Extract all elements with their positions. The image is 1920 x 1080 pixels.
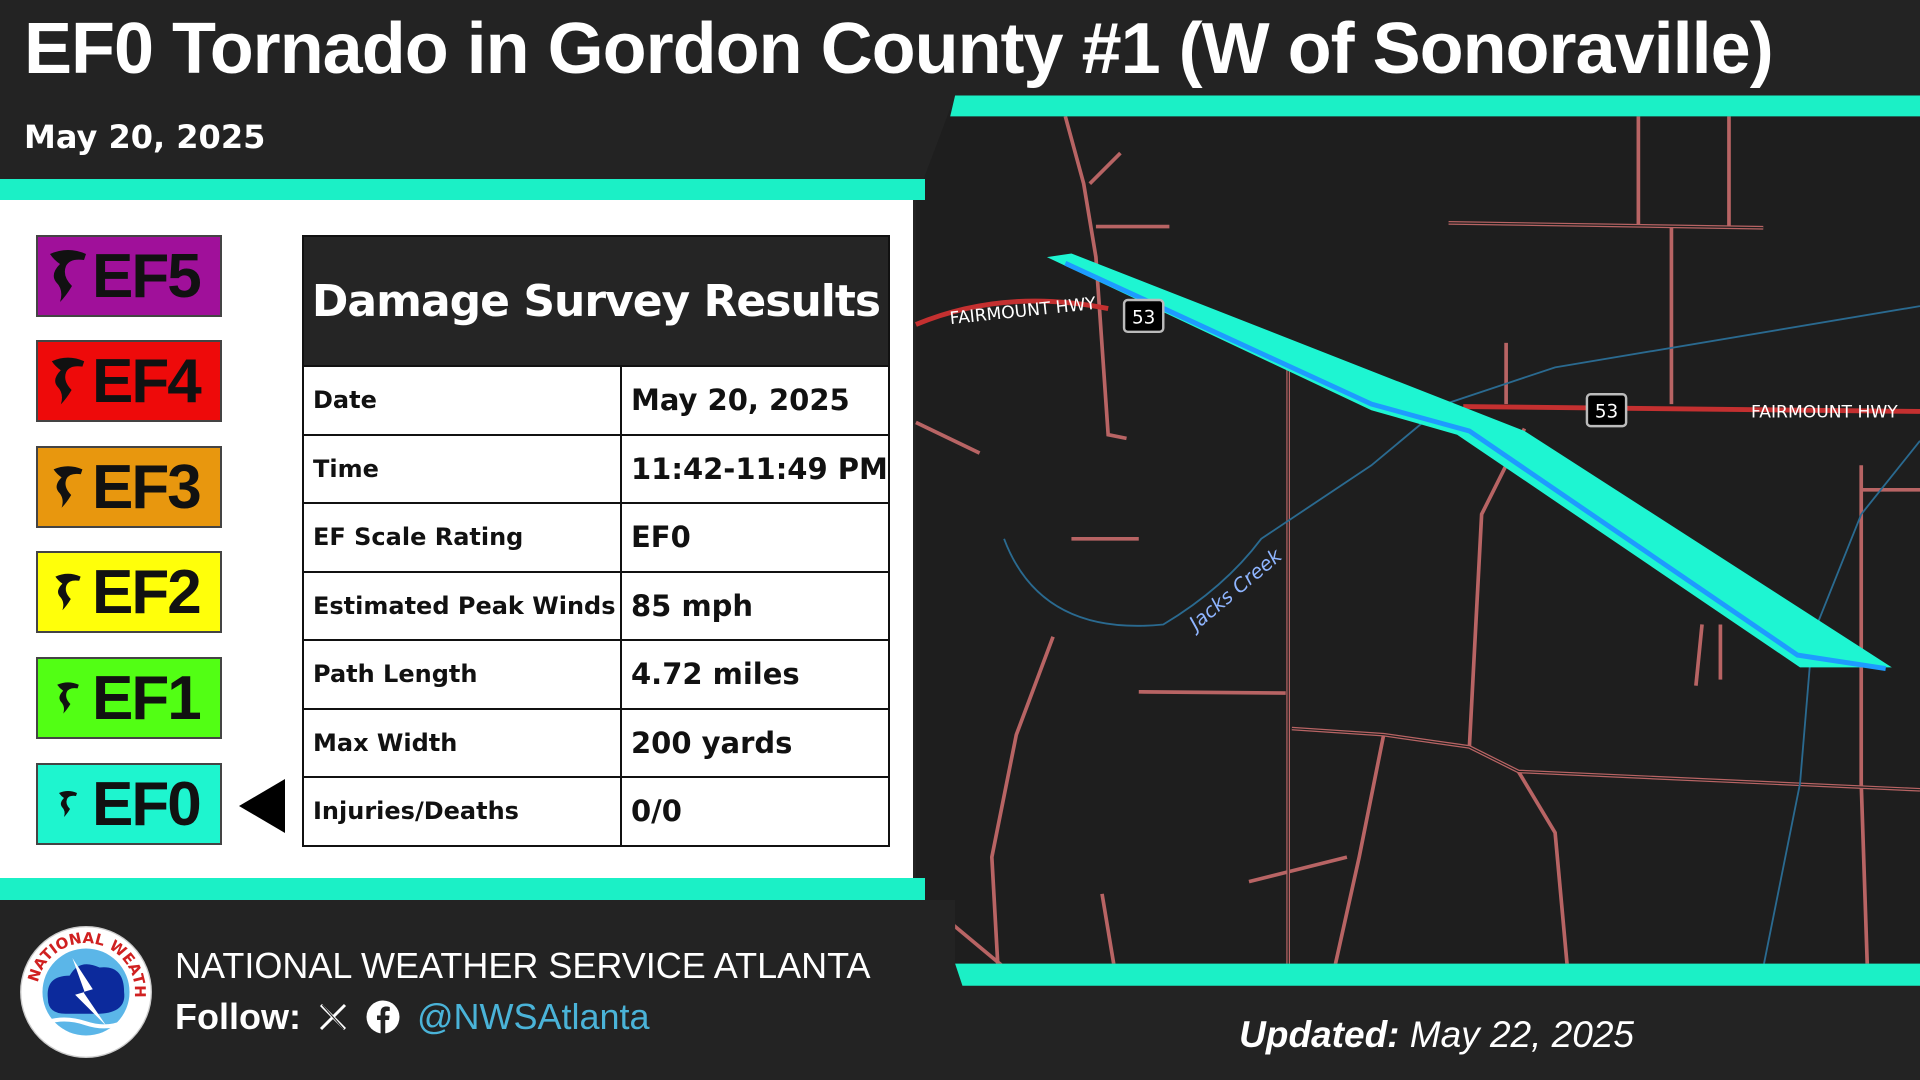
ef-label: EF4 xyxy=(92,346,202,416)
row-label: Max Width xyxy=(302,707,622,778)
event-date: May 20, 2025 xyxy=(24,118,266,156)
row-value: EF0 xyxy=(620,502,890,573)
row-value: 4.72 miles xyxy=(620,639,890,710)
facebook-icon[interactable] xyxy=(365,999,401,1035)
nws-logo: NATIONAL WEATHER SERVICE xyxy=(18,924,152,1058)
follow-label: Follow: xyxy=(175,996,301,1037)
row-label: EF Scale Rating xyxy=(302,502,622,573)
tornado-icon xyxy=(53,466,83,508)
tornado-icon xyxy=(57,682,79,714)
table-row: Estimated Peak Winds 85 mph xyxy=(302,570,890,641)
ef-badge-ef0: EF0 xyxy=(36,763,222,845)
route-shield: 53 xyxy=(1595,402,1618,423)
ef-label: EF3 xyxy=(92,452,202,522)
row-value: 200 yards xyxy=(620,707,890,778)
row-label: Estimated Peak Winds xyxy=(302,570,622,641)
x-icon[interactable] xyxy=(317,1001,349,1033)
social-follow: Follow: @NWSAtlanta xyxy=(175,996,650,1038)
road-label: FAIRMOUNT HWY xyxy=(1751,403,1898,423)
tornado-icon xyxy=(50,250,86,302)
ef-label: EF2 xyxy=(92,557,202,627)
divider xyxy=(0,878,925,900)
ef-label: EF1 xyxy=(92,663,202,733)
route-shield: 53 xyxy=(1132,307,1155,328)
table-row: Date May 20, 2025 xyxy=(302,365,890,436)
tornado-icon xyxy=(55,573,81,611)
row-label: Time xyxy=(302,433,622,504)
ef-badge-ef1: EF1 xyxy=(36,657,222,739)
table-row: Injuries/Deaths 0/0 xyxy=(302,776,890,847)
row-value: May 20, 2025 xyxy=(620,365,890,436)
ef-badge-ef2: EF2 xyxy=(36,551,222,633)
track-centerline xyxy=(1064,261,1887,671)
ef-badge-ef3: EF3 xyxy=(36,446,222,528)
selected-rating-arrow-icon xyxy=(239,779,285,833)
updated-label: Updated: xyxy=(1239,1014,1400,1055)
ef-badge-ef5: EF5 xyxy=(36,235,222,317)
table-row: Path Length 4.72 miles xyxy=(302,639,890,710)
office-name: NATIONAL WEATHER SERVICE ATLANTA xyxy=(175,945,871,986)
ef-label: EF0 xyxy=(92,769,202,839)
table-row: Time 11:42-11:49 PM xyxy=(302,433,890,504)
row-value: 0/0 xyxy=(620,776,890,847)
damage-survey-table: Damage Survey Results Date May 20, 2025 Ti… xyxy=(302,235,890,847)
table-row: Max Width 200 yards xyxy=(302,707,890,778)
table-heading: Damage Survey Results xyxy=(302,235,890,367)
row-label: Injuries/Deaths xyxy=(302,776,622,847)
updated-date: Updated: May 22, 2025 xyxy=(1239,1014,1634,1056)
row-label: Path Length xyxy=(302,639,622,710)
page-title: EF0 Tornado in Gordon County #1 (W of So… xyxy=(24,9,1774,89)
tornado-icon xyxy=(59,791,77,817)
ef-badge-ef4: EF4 xyxy=(36,340,222,422)
divider xyxy=(0,179,925,200)
row-label: Date xyxy=(302,365,622,436)
table-row: EF Scale Rating EF0 xyxy=(302,502,890,573)
social-handle-link[interactable]: @NWSAtlanta xyxy=(416,996,650,1037)
ef-label: EF5 xyxy=(92,241,202,311)
tornado-track xyxy=(1046,253,1892,668)
row-value: 11:42-11:49 PM xyxy=(620,433,890,504)
row-value: 85 mph xyxy=(620,570,890,641)
updated-value: May 22, 2025 xyxy=(1409,1014,1634,1055)
tornado-icon xyxy=(51,357,85,405)
